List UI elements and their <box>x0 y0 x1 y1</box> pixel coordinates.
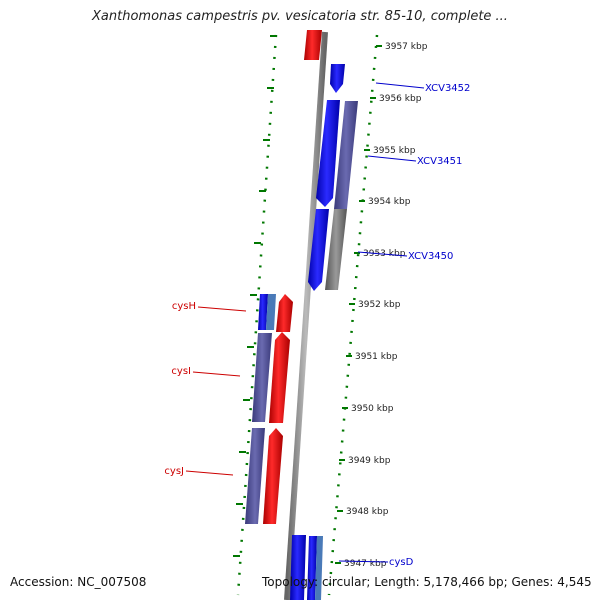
accession-text: Accession: NC_007508 <box>10 575 147 589</box>
tick-label: 3950 kbp <box>351 404 394 414</box>
backbone-track <box>284 31 328 600</box>
gene-label-cysd[interactable]: cysD <box>389 557 414 568</box>
feature-cysD-blue-2[interactable] <box>307 536 317 600</box>
gene-leader-line <box>338 560 389 563</box>
feature-cysD-teal <box>315 536 323 600</box>
gene-leader-line <box>357 251 408 257</box>
feature-xcv3451[interactable] <box>316 100 340 207</box>
gene-label-cysj[interactable]: cysJ <box>164 466 184 477</box>
tick-label: 3957 kbp <box>385 42 428 52</box>
tick-label: 3955 kbp <box>373 146 416 156</box>
map-title: Xanthomonas campestris pv. vesicatoria s… <box>92 9 508 24</box>
gene-label-cysi[interactable]: cysI <box>171 366 191 377</box>
feature-cysH-light <box>266 294 276 330</box>
feature-xcv3450[interactable] <box>308 209 329 291</box>
tick-label: 3956 kbp <box>379 94 422 104</box>
tick-label: 3951 kbp <box>355 352 398 362</box>
cds-track-right-lower <box>325 209 347 290</box>
tick-label: 3948 kbp <box>346 507 389 517</box>
feature-cysI-purple[interactable] <box>252 333 272 422</box>
tick-label: 3952 kbp <box>358 300 401 310</box>
gene-label-xcv3451[interactable]: XCV3451 <box>417 156 462 167</box>
gene-label-cysh[interactable]: cysH <box>172 301 196 312</box>
gene-label-xcv3450[interactable]: XCV3450 <box>408 251 453 262</box>
gene-leader-line <box>185 470 234 476</box>
gene-leader-line <box>375 82 425 89</box>
feature-cysD-blue-1[interactable] <box>290 535 306 600</box>
feature-red-top[interactable] <box>304 30 322 60</box>
gene-leader-line <box>367 155 417 162</box>
genome-summary-text: Topology: circular; Length: 5,178,466 bp… <box>262 575 592 589</box>
feature-xcv3452[interactable] <box>330 64 345 93</box>
tick-label: 3949 kbp <box>348 456 391 466</box>
feature-cysI-red[interactable] <box>269 332 290 423</box>
feature-cysJ-red[interactable] <box>263 428 283 524</box>
feature-cysH-red[interactable] <box>276 294 293 332</box>
cds-track-right-upper <box>334 101 358 209</box>
tick-label: 3954 kbp <box>368 197 411 207</box>
feature-cysH-blue[interactable] <box>258 294 268 330</box>
tick-label: 3947 kbp <box>344 559 387 569</box>
feature-cysJ-purple[interactable] <box>245 428 265 524</box>
gene-label-xcv3452[interactable]: XCV3452 <box>425 83 470 94</box>
gene-leader-line <box>192 371 241 377</box>
gene-leader-line <box>197 306 247 312</box>
gene-label-group: XCV3452 XCV3451 XCV3450 cysH cysI cysJ cysD <box>164 82 470 568</box>
